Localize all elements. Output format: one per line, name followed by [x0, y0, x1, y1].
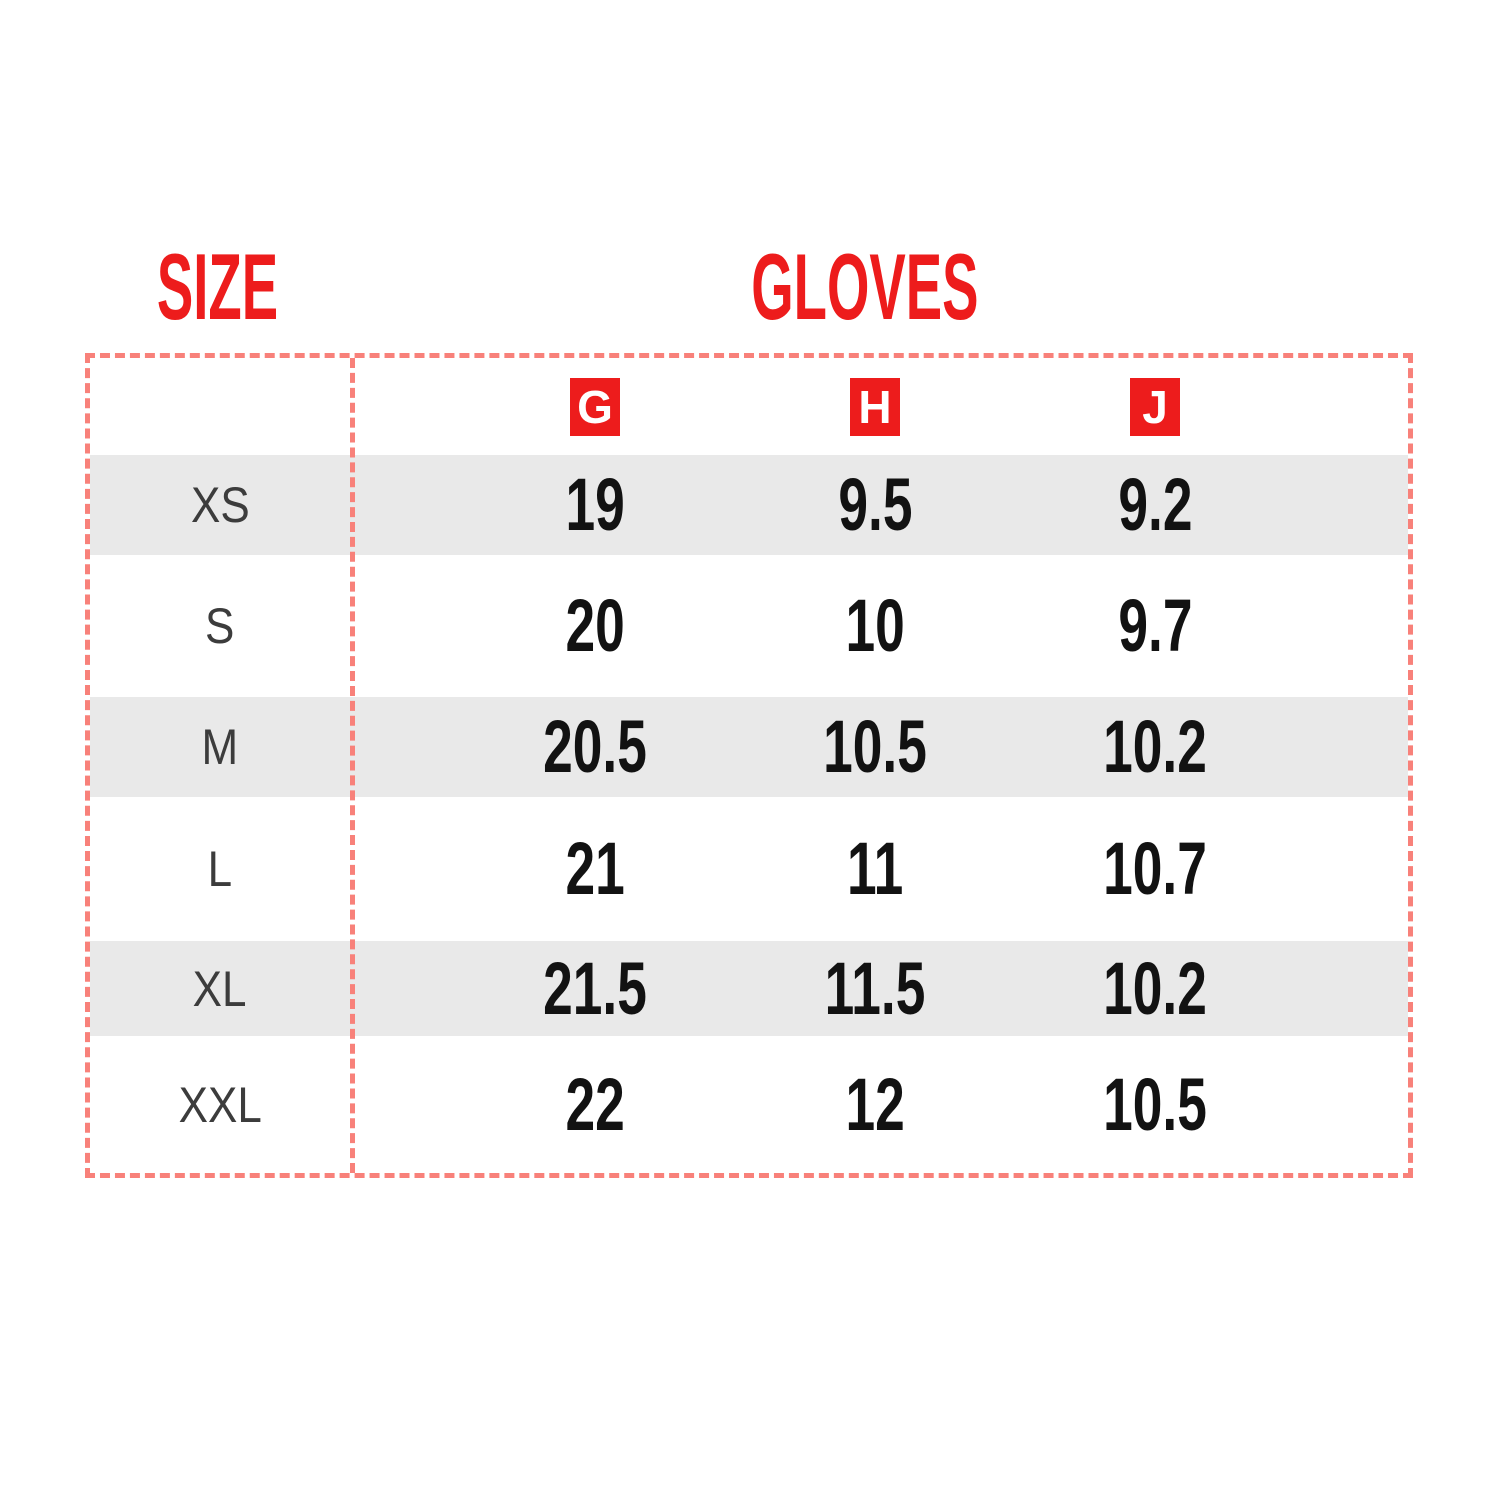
value-cell-g: 21: [455, 797, 735, 941]
value-cell-h: 10: [735, 555, 1015, 697]
value-cell-j: 9.7: [1015, 555, 1295, 697]
spacer-cell: [350, 697, 455, 797]
spacer-cell: [350, 555, 455, 697]
size-cell: XL: [90, 941, 350, 1036]
value-cell-j: 10.2: [1015, 697, 1295, 797]
spacer-cell: [350, 1036, 455, 1173]
value-m-h: 10.5: [823, 705, 927, 788]
value-cell-g: 22: [455, 1036, 735, 1173]
value-xs-h: 9.5: [837, 463, 913, 546]
size-cell: XS: [90, 455, 350, 555]
trailing-empty: [1295, 555, 1408, 697]
column-badge-g: G: [570, 377, 620, 436]
value-s-j: 9.7: [1117, 584, 1193, 667]
header-spacer: [350, 358, 455, 455]
size-label-l: L: [207, 841, 233, 897]
value-cell-j: 10.7: [1015, 797, 1295, 941]
value-cell-g: 19: [455, 455, 735, 555]
header-size-cell-empty: [90, 358, 350, 455]
size-cell: L: [90, 797, 350, 941]
value-cell-j: 10.2: [1015, 941, 1295, 1036]
value-cell-g: 21.5: [455, 941, 735, 1036]
table-row-m: M 20.5 10.5 10.2: [90, 697, 1408, 797]
column-badge-j-label: J: [1142, 380, 1168, 433]
value-xl-j: 10.2: [1103, 946, 1207, 1030]
value-cell-g: 20.5: [455, 697, 735, 797]
table-row-xl: XL 21.5 11.5 10.2: [90, 941, 1408, 1036]
gloves-title-container: GLOVES: [350, 240, 1380, 334]
spacer-cell: [350, 941, 455, 1036]
trailing-empty: [1295, 1036, 1408, 1173]
size-cell: M: [90, 697, 350, 797]
trailing-empty: [1295, 455, 1408, 555]
value-l-h: 11: [846, 827, 904, 910]
size-label-xl: XL: [193, 960, 247, 1017]
glove-size-table: G H J XS 19: [85, 353, 1413, 1178]
value-xxl-j: 10.5: [1103, 1062, 1207, 1146]
spacer-cell: [350, 797, 455, 941]
size-label-s: S: [205, 598, 235, 654]
value-cell-h: 11: [735, 797, 1015, 941]
column-badge-g-label: G: [577, 380, 613, 433]
trailing-empty: [1295, 941, 1408, 1036]
value-xs-g: 19: [565, 463, 625, 546]
value-xs-j: 9.2: [1117, 463, 1193, 546]
table-row-l: L 21 11 10.7: [90, 797, 1408, 941]
column-badge-h-label: H: [858, 380, 892, 433]
value-cell-h: 10.5: [735, 697, 1015, 797]
value-s-h: 10: [845, 584, 905, 667]
value-m-j: 10.2: [1103, 705, 1207, 788]
size-cell: S: [90, 555, 350, 697]
value-cell-j: 9.2: [1015, 455, 1295, 555]
trailing-empty: [1295, 697, 1408, 797]
trailing-empty: [1295, 797, 1408, 941]
size-label-m: M: [201, 719, 239, 775]
table-row-xxl: XXL 22 12 10.5: [90, 1036, 1408, 1173]
size-label-xs: XS: [190, 477, 250, 533]
spacer-cell: [350, 455, 455, 555]
value-m-g: 20.5: [543, 705, 647, 788]
header-trailing-empty: [1295, 358, 1408, 455]
table-row-s: S 20 10 9.7: [90, 555, 1408, 697]
value-xl-g: 21.5: [543, 946, 647, 1030]
table-row-xs: XS 19 9.5 9.2: [90, 455, 1408, 555]
value-l-g: 21: [565, 827, 625, 910]
size-label-xxl: XXL: [178, 1076, 262, 1133]
gloves-title: GLOVES: [751, 234, 979, 339]
value-xl-h: 11.5: [824, 946, 926, 1030]
column-badge-j: J: [1130, 377, 1180, 436]
column-badge-h: H: [850, 377, 900, 436]
value-xxl-h: 12: [845, 1062, 905, 1146]
value-cell-h: 11.5: [735, 941, 1015, 1036]
size-title: SIZE: [156, 234, 279, 339]
size-cell: XXL: [90, 1036, 350, 1173]
size-title-container: SIZE: [85, 240, 350, 334]
value-xxl-g: 22: [565, 1062, 625, 1146]
header-cell-j: J: [1015, 358, 1295, 455]
value-cell-g: 20: [455, 555, 735, 697]
size-column-divider: [350, 358, 355, 1173]
value-cell-j: 10.5: [1015, 1036, 1295, 1173]
header-cell-h: H: [735, 358, 1015, 455]
header-cell-g: G: [455, 358, 735, 455]
value-s-g: 20: [565, 584, 625, 667]
value-l-j: 10.7: [1103, 827, 1207, 910]
value-cell-h: 9.5: [735, 455, 1015, 555]
value-cell-h: 12: [735, 1036, 1015, 1173]
table-header-row: G H J: [90, 358, 1408, 455]
